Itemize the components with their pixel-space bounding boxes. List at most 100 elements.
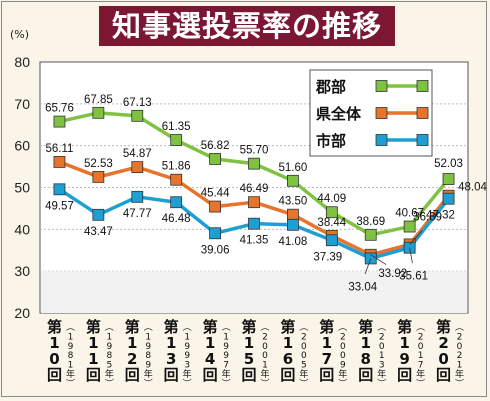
data-label: 39.06 [201,244,230,256]
x-tick-year-char: 0 [262,351,268,361]
x-tick-year-char: 9 [145,342,151,352]
x-tick-year-char: 年 [377,368,386,380]
legend-label: 市部 [316,132,346,150]
data-point [248,217,260,230]
x-tick-ordinal-char: 回 [319,366,334,384]
x-tick-year-char: 5 [301,361,307,371]
x-tick-year-char: 0 [457,342,463,352]
x-tick-year-char: 0 [340,342,346,352]
data-label: 33.92 [378,268,407,280]
x-tick-year-char: 1 [262,361,268,371]
x-tick-ordinal-char: 2 [127,350,137,368]
legend-swatch-marker [375,134,388,146]
x-tick-year-char: ︵ [416,323,425,333]
x-tick-ordinal-char: 第 [397,318,412,336]
data-label: 44.09 [317,193,346,205]
x-tick-ordinal-char: 3 [166,350,176,368]
data-label: 67.13 [123,97,152,109]
x-tick-year-char: ︶ [144,378,153,389]
data-point [325,206,338,219]
x-tick-year-char: ︶ [66,378,75,389]
x-tick-year-char: 2 [262,332,268,342]
data-point [131,161,144,174]
x-tick-year-char: ︶ [260,378,269,389]
x-tick-ordinal-char: 第 [241,318,256,336]
lower-band [41,271,467,313]
x-tick-year-char: 8 [106,351,112,361]
data-label: 67.85 [84,94,113,106]
x-tick-ordinal-char: 第 [164,318,179,336]
data-point [442,192,455,205]
x-tick-year-char: 3 [184,361,190,371]
y-tick-label: 60 [14,138,30,154]
x-tick-year: ︵ 2 0 2 1 年︶ [455,323,464,389]
data-point [170,134,183,146]
x-tick-ordinal-char: 1 [283,334,293,352]
x-tick-ordinal-char: 第 [319,318,334,336]
legend-label: 県全体 [316,105,362,123]
x-tick-year-char: ︵ [455,323,464,333]
x-tick-ordinal-char: 4 [205,350,215,368]
y-tick-label: 80 [14,54,30,70]
data-label: 43.50 [279,196,308,208]
x-tick-ordinal-char: 0 [438,350,448,368]
x-tick-ordinal-char: 第 [86,318,101,336]
x-tick-ordinal-char: 第 [436,318,451,336]
data-point [170,196,183,209]
x-tick-year-char: 0 [301,351,307,361]
y-tick-label: 30 [14,263,30,279]
data-label: 54.87 [123,148,152,160]
data-point [131,190,144,203]
x-tick-year-char: ︵ [299,323,308,333]
x-tick-ordinal-char: 回 [47,366,62,384]
x-tick-year-char: ︵ [338,323,347,333]
label-leader [409,230,423,245]
x-tick-ordinal-char: 回 [280,366,295,384]
x-tick-year-char: ︶ [338,378,347,389]
x-tick-year-char: 9 [106,342,112,352]
y-tick-label: 40 [14,221,30,237]
label-leader [370,254,387,265]
x-tick-year-char: 2 [379,332,385,342]
data-label: 37.39 [313,251,342,263]
data-label: 52.53 [84,158,113,170]
x-tick-year-char: 9 [223,342,229,352]
data-label: 47.77 [123,208,152,220]
x-tick-year-char: 0 [418,342,424,352]
legend-swatch-marker [416,80,429,92]
data-label: 52.03 [434,158,463,170]
x-tick-year-char: 7 [223,361,229,371]
data-point [442,173,455,185]
x-tick-ordinal-char: 回 [241,366,256,384]
x-tick-year-char: 0 [301,342,307,352]
legend-label: 郡部 [315,78,346,96]
x-tick-year: ︵ 1 9 8 5 年︶ [105,323,114,389]
x-tick-year-char: 2 [340,332,346,342]
legend-swatch-marker [375,80,388,92]
data-point [287,218,299,231]
x-tick-year-char: ︵ [260,323,269,333]
data-point [209,153,221,165]
data-point [92,106,105,119]
data-label: 49.57 [45,200,74,212]
x-tick-year-char: 8 [68,351,74,361]
x-tick-year-char: 1 [68,332,74,342]
legend-swatch-marker [416,134,429,146]
data-label: 41.08 [279,236,308,248]
data-label: 48.04 [458,182,487,194]
data-point [170,173,183,186]
x-tick-ordinal-char: 1 [399,334,409,352]
x-tick-ordinal-char: 回 [203,366,218,384]
x-tick-ordinal-char: 1 [88,334,98,352]
x-tick-ordinal-char: 1 [49,334,59,352]
data-point [209,227,221,240]
